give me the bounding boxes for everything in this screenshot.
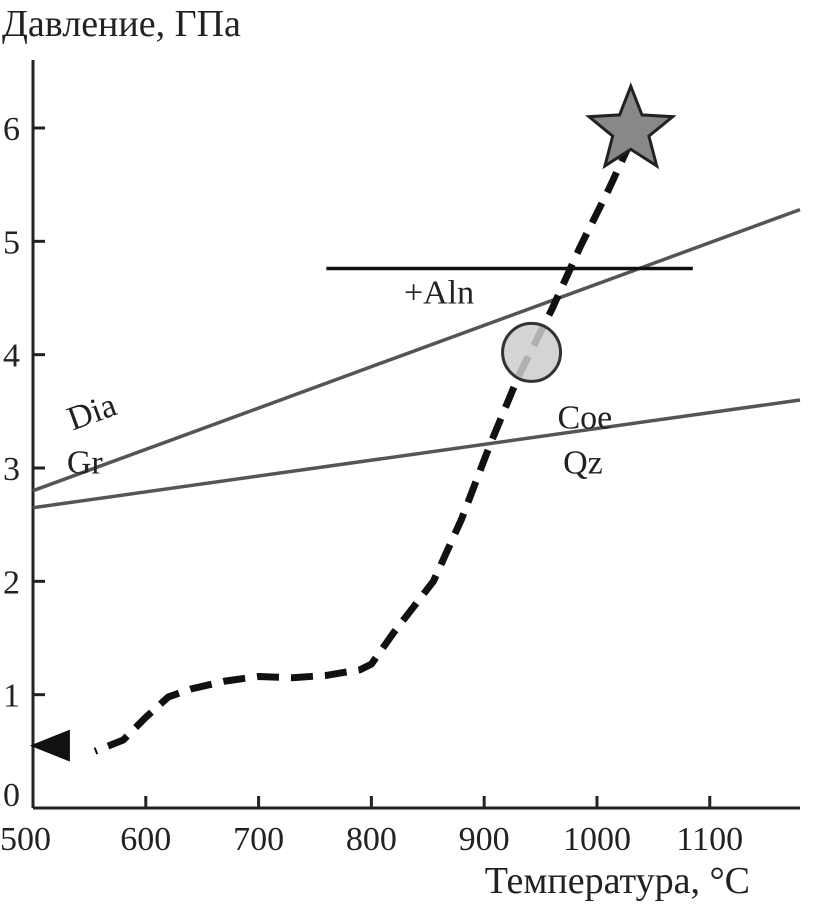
y-tick-label: 0 — [3, 777, 20, 814]
arrowhead-marker — [29, 729, 70, 762]
x-tick-label: 800 — [346, 821, 397, 858]
region-label: Qz — [563, 445, 603, 482]
annotation-layer: Dia Gr Coe Qz +Aln — [63, 275, 613, 482]
reaction-line — [32, 207, 801, 493]
region-label: Gr — [67, 445, 104, 482]
y-tick-label: 2 — [3, 564, 20, 601]
region-label: Dia — [63, 387, 122, 439]
y-tick-label: 5 — [3, 224, 20, 261]
y-tick-label: 6 — [3, 111, 20, 148]
x-tick-label: 600 — [120, 821, 171, 858]
marker-layer — [29, 82, 677, 762]
reaction-line — [32, 398, 801, 510]
y-tick-label: 3 — [3, 451, 20, 488]
axes — [31, 60, 800, 810]
x-tick-label: 500 — [0, 821, 51, 858]
x-tick-label: 700 — [233, 821, 284, 858]
y-axis-title: Давление, ГПа — [2, 3, 241, 45]
y-tick-label: 1 — [3, 678, 20, 715]
series-layer — [32, 140, 801, 755]
x-tick-label: 1000 — [563, 821, 631, 858]
y-tick-label: 4 — [3, 338, 20, 375]
region-label: +Aln — [404, 275, 474, 312]
star-marker — [585, 82, 677, 170]
x-ticks: 500 600 700 800 900 1000 1100 — [0, 796, 743, 858]
pt-path-line — [93, 140, 634, 755]
circle-marker — [501, 321, 563, 383]
x-tick-label: 1100 — [676, 821, 743, 858]
y-ticks: 0 1 2 3 4 5 6 — [3, 111, 45, 814]
region-label: Coe — [557, 399, 612, 436]
x-axis-title: Температура, °С — [485, 860, 750, 902]
x-tick-label: 900 — [459, 821, 510, 858]
